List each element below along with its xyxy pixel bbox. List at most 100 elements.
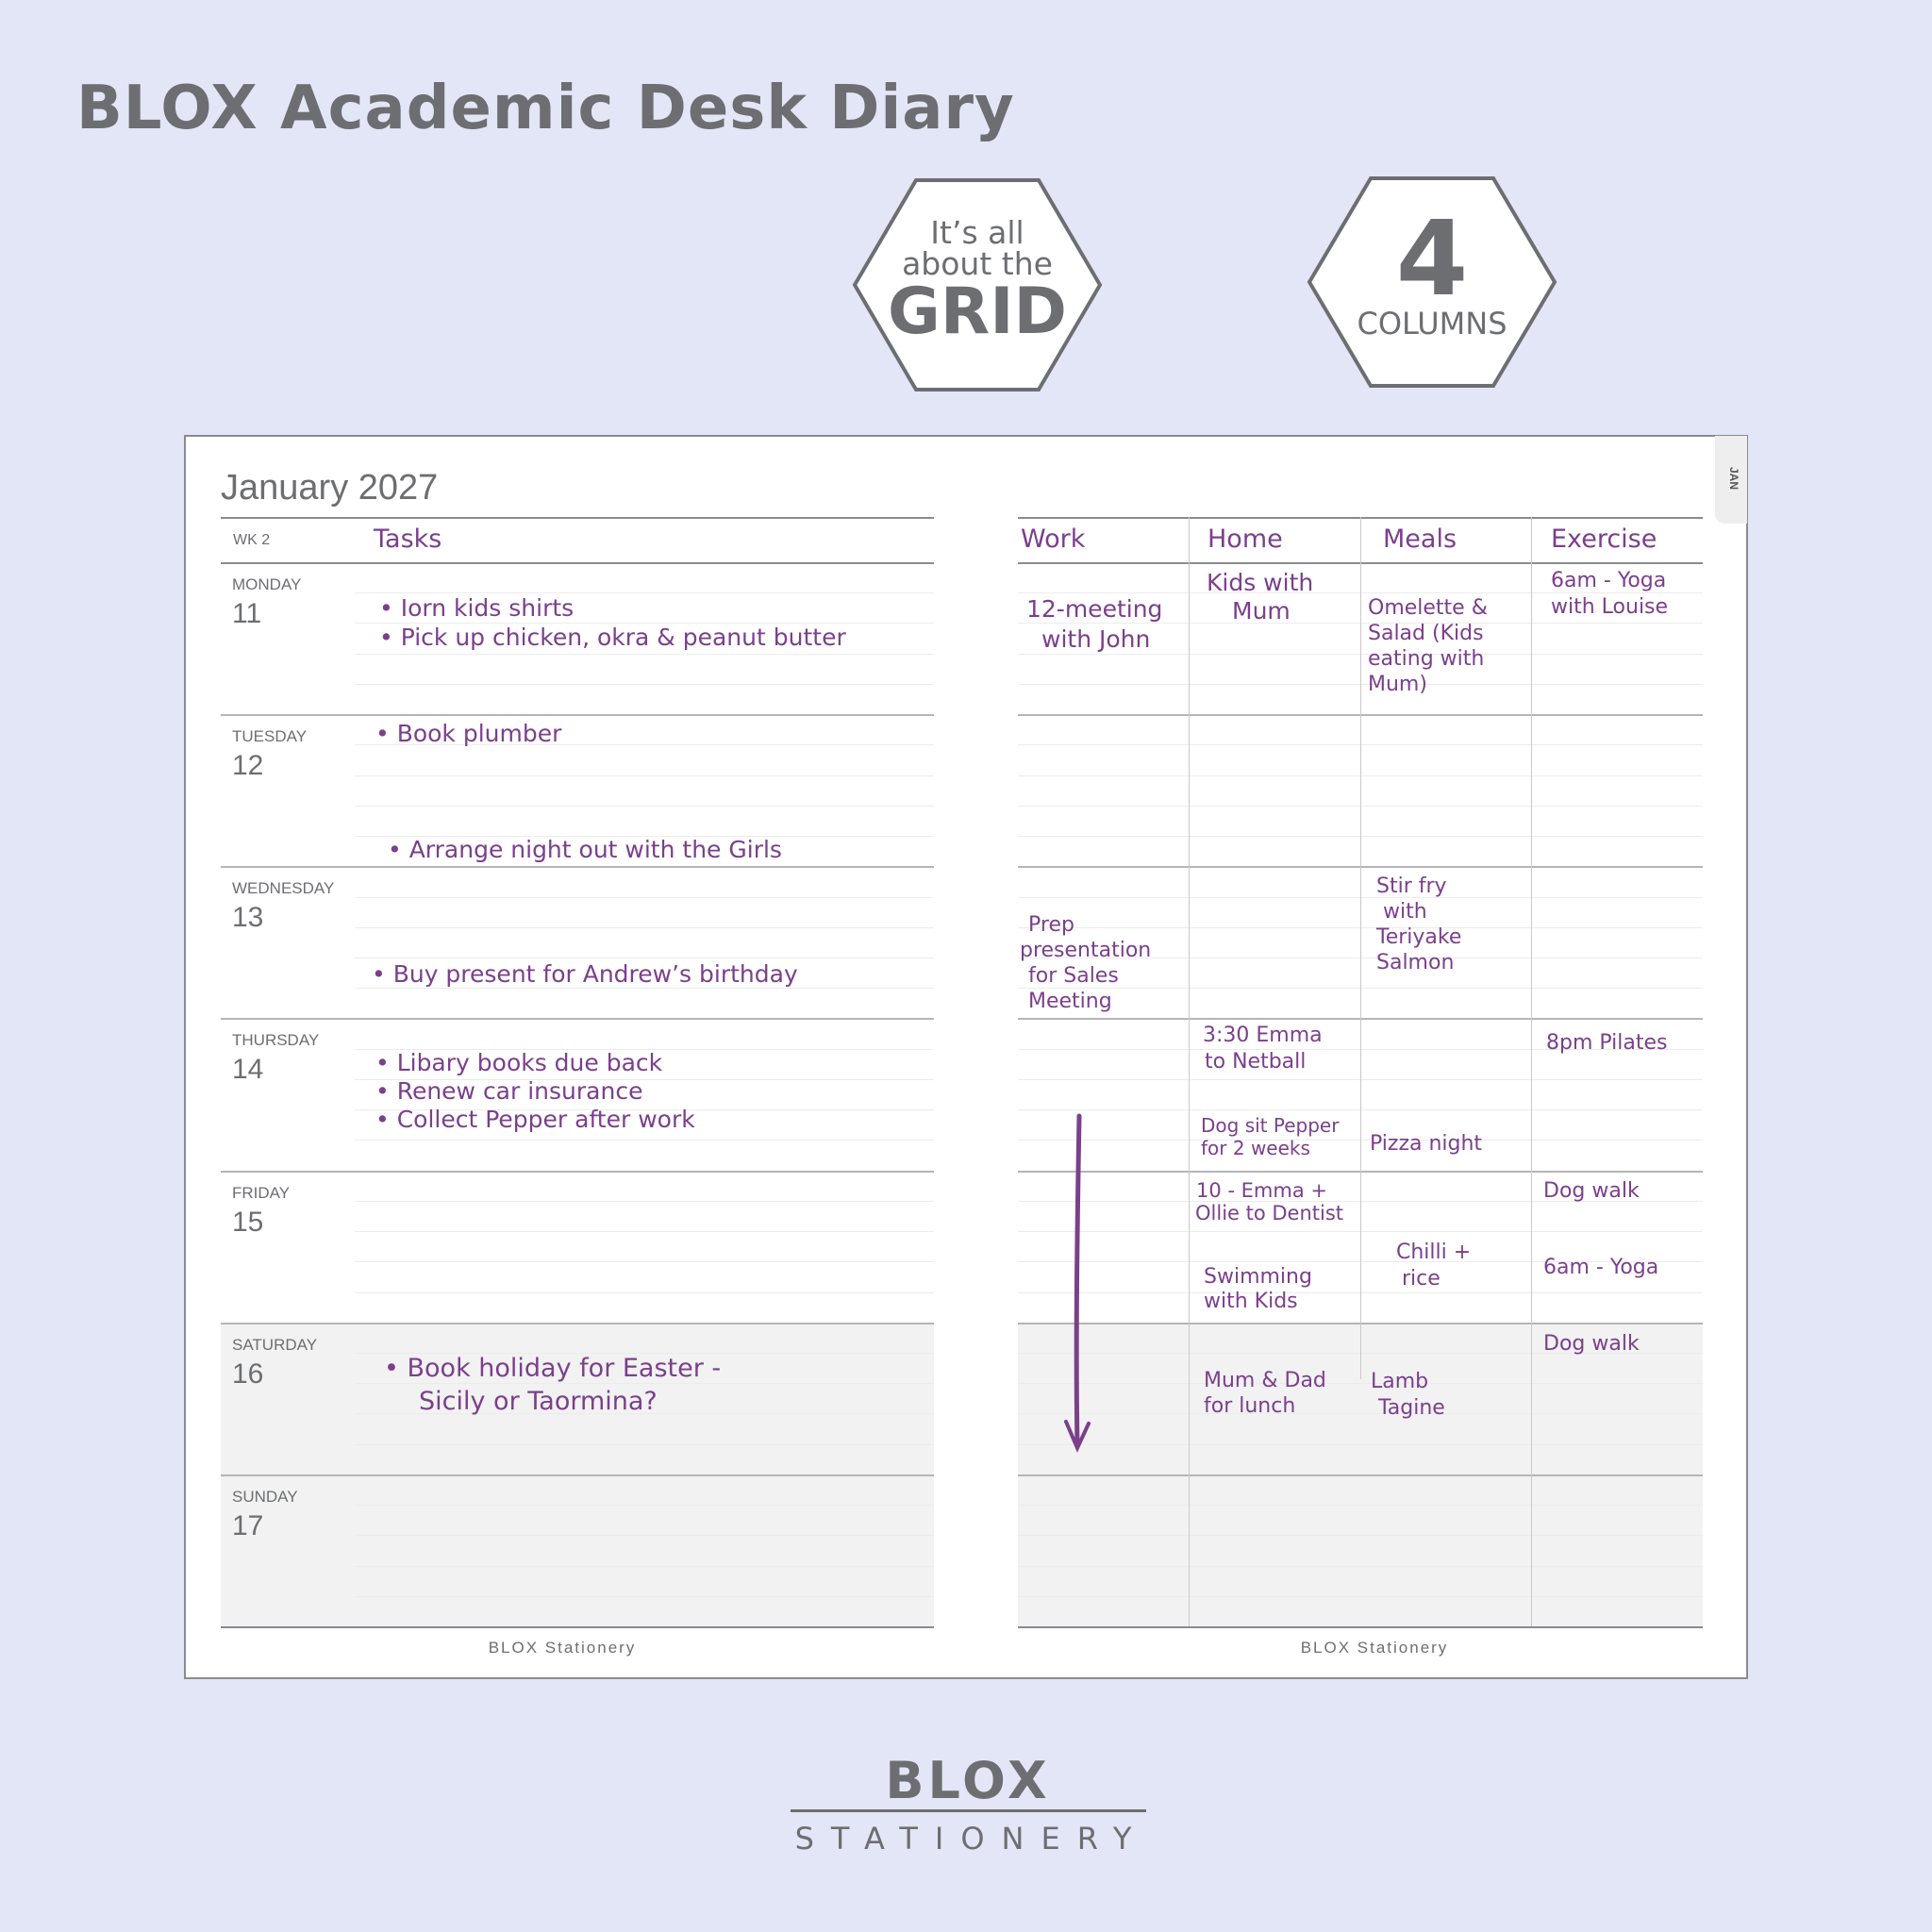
sub-rule <box>355 1565 934 1567</box>
sub-rule <box>355 988 934 990</box>
month-tab[interactable] <box>1715 436 1747 524</box>
note-work: for Sales <box>1028 964 1119 988</box>
day-rule <box>221 1474 934 1476</box>
sub-rule <box>355 926 934 928</box>
day-number: 16 <box>232 1357 264 1390</box>
sub-rule <box>355 623 934 625</box>
note-home: Ollie to Dentist <box>1195 1202 1344 1224</box>
day-number: 17 <box>232 1509 264 1541</box>
note-meals: Mum) <box>1368 673 1427 696</box>
column-header-meals: Meals <box>1383 525 1457 554</box>
footer-left: BLOX Stationery <box>488 1639 637 1657</box>
sub-rule <box>355 774 934 776</box>
grid-hexagon <box>852 178 1103 391</box>
task-item: • Book plumber <box>375 720 562 747</box>
arrow-down-icon <box>1064 1113 1091 1453</box>
day-rule <box>1018 1474 1703 1476</box>
day-name: FRIDAY <box>232 1183 291 1202</box>
sub-rule <box>1018 1595 1703 1597</box>
sub-rule <box>355 1352 934 1354</box>
day-name: TUESDAY <box>232 727 308 746</box>
sub-rule <box>355 1140 934 1141</box>
note-meals: Chilli + <box>1396 1241 1472 1264</box>
note-home: with Kids <box>1204 1290 1298 1313</box>
day-number: 12 <box>232 750 264 782</box>
day-name: WEDNESDAY <box>232 879 335 898</box>
day-rule <box>221 1626 934 1629</box>
grid-badge-line1: It’s all <box>930 214 1024 251</box>
columns-hexagon <box>1307 176 1557 388</box>
sub-rule <box>355 896 934 898</box>
note-home: Kids with <box>1207 569 1314 596</box>
note-exercise: 8pm Pilates <box>1546 1031 1668 1055</box>
note-home: for 2 weeks <box>1201 1137 1310 1159</box>
day-number: 13 <box>232 902 264 934</box>
tasks-header: Tasks <box>374 525 442 554</box>
note-home: Mum <box>1232 597 1291 625</box>
day-rule <box>221 866 934 869</box>
day-number: 11 <box>232 598 262 629</box>
note-meals: Salmon <box>1376 951 1455 974</box>
note-meals: Teriyake <box>1376 925 1462 949</box>
sub-rule <box>355 1291 934 1293</box>
columns-badge-number: 4 <box>1396 198 1469 319</box>
sub-rule <box>355 1595 934 1597</box>
task-item: • Buy present for Andrew’s birthday <box>372 960 798 988</box>
logo-top: BLOX <box>885 1751 1051 1810</box>
task-item: • Pick up chicken, okra & peanut butter <box>379 624 846 651</box>
note-work: Meeting <box>1028 990 1112 1013</box>
note-home: Dog sit Pepper <box>1201 1114 1340 1137</box>
sub-rule <box>355 805 934 807</box>
grid-badge-line3: GRID <box>888 275 1067 349</box>
task-item: Sicily or Taormina? <box>419 1387 658 1416</box>
task-item: • Libary books due back <box>375 1049 663 1076</box>
sub-rule <box>355 1505 934 1507</box>
column-header-exercise: Exercise <box>1551 525 1657 554</box>
column-header-home: Home <box>1208 525 1283 554</box>
note-exercise: Dog walk <box>1543 1179 1640 1203</box>
sub-rule <box>1018 1505 1703 1507</box>
sub-rule <box>355 1413 934 1415</box>
grid-badge-line2: about the <box>902 245 1053 282</box>
sub-rule <box>355 592 934 594</box>
footer-right: BLOX Stationery <box>1300 1639 1449 1657</box>
column-divider <box>1360 517 1361 1379</box>
day-name: MONDAY <box>232 575 302 593</box>
note-meals: eating with <box>1368 647 1485 671</box>
day-rule <box>221 1018 934 1021</box>
sub-rule <box>355 1200 934 1202</box>
day-name: SATURDAY <box>232 1335 318 1354</box>
day-number: 14 <box>232 1054 264 1086</box>
day-number: 15 <box>232 1206 264 1238</box>
note-meals: Salad (Kids <box>1368 622 1484 645</box>
badges: It’s all about the GRID 4 COLUMNS <box>852 176 1557 391</box>
page-title: BLOX Academic Desk Diary <box>76 74 1015 143</box>
note-meals: Pizza night <box>1370 1132 1483 1156</box>
sub-rule <box>1018 1535 1703 1537</box>
logo-divider <box>791 1809 1146 1812</box>
note-meals: rice <box>1402 1267 1441 1291</box>
columns-badge-label: COLUMNS <box>1357 306 1507 341</box>
note-meals: Tagine <box>1378 1396 1445 1420</box>
note-home: to Netball <box>1205 1050 1307 1074</box>
task-item: • Iorn kids shirts <box>379 594 575 622</box>
week-number: WK 2 <box>233 532 271 548</box>
note-work: Prep <box>1028 913 1074 937</box>
sub-rule <box>355 1231 934 1233</box>
sub-rule <box>355 836 934 838</box>
sub-rule <box>355 1443 934 1445</box>
sub-rule <box>355 1383 934 1385</box>
sub-rule <box>355 744 934 746</box>
month-heading: January 2027 <box>221 468 439 508</box>
task-item: • Arrange night out with the Girls <box>388 836 782 863</box>
note-exercise: 6am - Yoga <box>1551 569 1667 592</box>
task-item: • Collect Pepper after work <box>375 1106 695 1133</box>
sub-rule <box>355 1078 934 1080</box>
note-home: Mum & Dad <box>1204 1369 1326 1392</box>
note-work: 12-meeting <box>1026 595 1163 623</box>
column-header-work: Work <box>1021 525 1086 554</box>
sub-rule <box>1018 1413 1703 1415</box>
day-name: THURSDAY <box>232 1031 320 1050</box>
column-divider <box>1531 517 1532 1627</box>
day-rule <box>1018 1626 1703 1629</box>
